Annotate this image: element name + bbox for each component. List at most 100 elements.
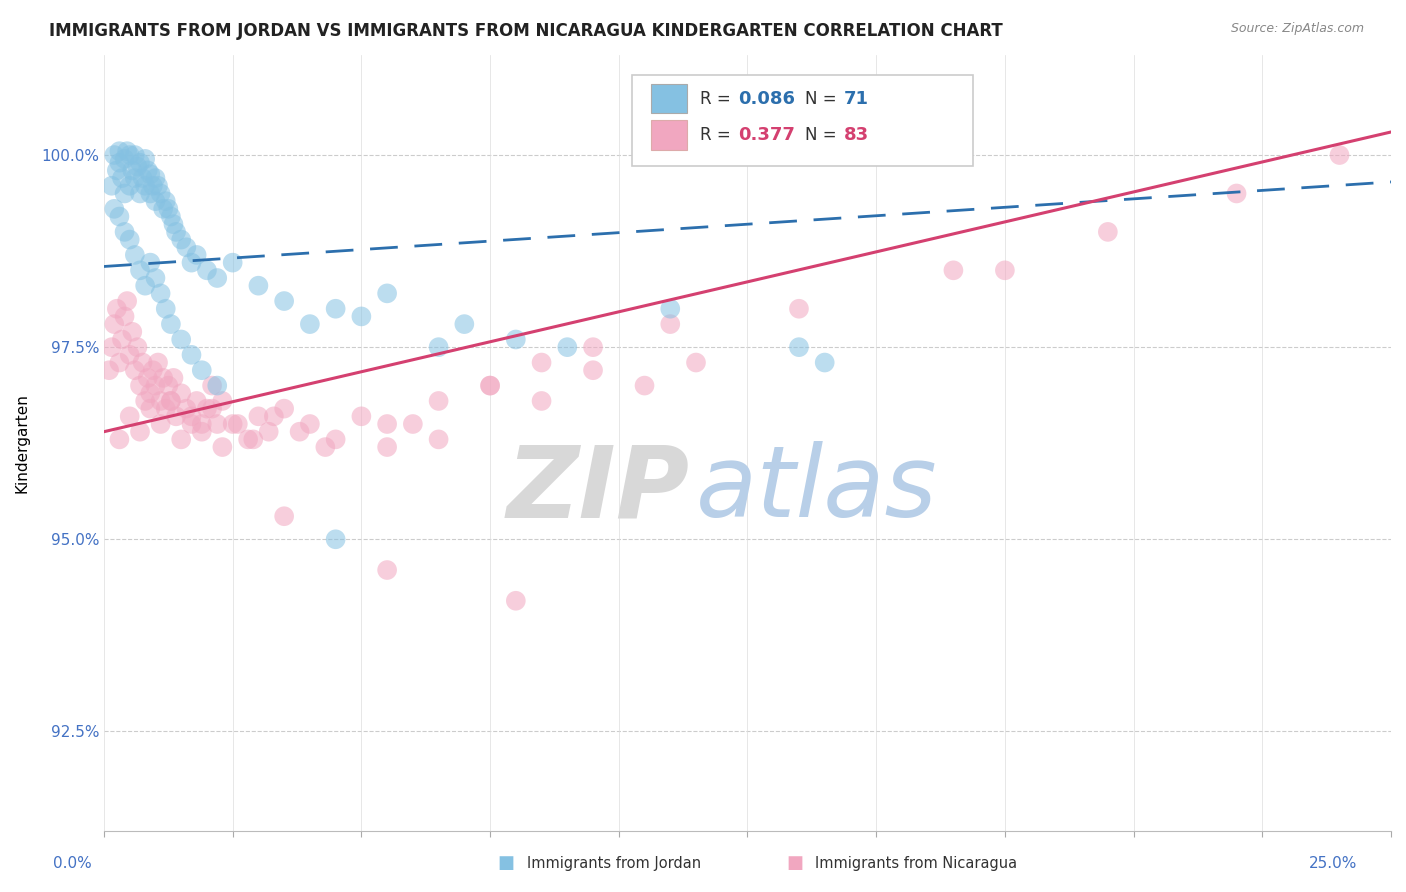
Point (659, 301, 682, 316)
Point (157, 378, 180, 392)
Point (139, 186, 162, 201)
Point (124, 171, 146, 186)
Point (98, 363, 121, 377)
Point (257, 425, 280, 439)
Point (180, 417, 202, 431)
Point (479, 378, 502, 392)
Point (263, 409, 285, 424)
Point (103, 317, 125, 331)
Point (375, 417, 398, 431)
Point (1225, 186, 1247, 201)
Point (124, 363, 146, 377)
Point (162, 217, 184, 231)
Point (146, 355, 169, 369)
Point (659, 317, 682, 331)
Point (375, 440, 398, 454)
Point (427, 433, 450, 447)
Point (124, 148, 146, 162)
Point (118, 233, 141, 247)
Point (180, 409, 202, 424)
Point (236, 433, 259, 447)
Point (685, 355, 707, 369)
Point (136, 371, 159, 385)
Point (118, 148, 141, 162)
Point (145, 171, 167, 186)
Point (142, 178, 165, 193)
Point (375, 563, 398, 577)
Point (142, 363, 165, 377)
Point (505, 333, 527, 347)
Point (134, 394, 156, 409)
Point (108, 433, 131, 447)
Point (176, 240, 198, 254)
Point (118, 409, 141, 424)
Point (195, 401, 218, 416)
Point (165, 225, 187, 239)
Point (226, 417, 249, 431)
Point (186, 248, 208, 262)
Point (191, 425, 214, 439)
Point (149, 186, 172, 201)
Y-axis label: Kindergarten: Kindergarten (15, 393, 30, 493)
Point (155, 194, 177, 209)
Point (124, 248, 146, 262)
Point (134, 178, 156, 193)
Text: R =: R = (700, 126, 735, 145)
Point (162, 371, 184, 385)
Point (139, 167, 162, 181)
Point (201, 401, 224, 416)
Point (103, 202, 125, 216)
Point (325, 533, 347, 547)
Text: Immigrants from Nicaragua: Immigrants from Nicaragua (815, 856, 1018, 871)
Point (145, 378, 167, 392)
Point (453, 317, 475, 331)
Point (100, 178, 122, 193)
Point (814, 355, 837, 369)
Point (288, 425, 311, 439)
Point (139, 386, 162, 401)
Point (129, 378, 152, 392)
Point (115, 294, 138, 309)
Point (176, 401, 198, 416)
Point (105, 301, 128, 316)
Text: ■: ■ (498, 854, 515, 871)
Point (207, 417, 229, 431)
Point (160, 394, 183, 409)
Point (787, 340, 810, 354)
Point (152, 371, 174, 385)
Point (207, 271, 229, 285)
Point (633, 378, 655, 392)
Point (273, 401, 295, 416)
Point (108, 210, 131, 224)
Point (114, 152, 136, 166)
Point (149, 417, 172, 431)
Point (1329, 148, 1351, 162)
Point (242, 433, 264, 447)
Point (139, 255, 162, 269)
Text: N =: N = (806, 126, 842, 145)
Point (505, 593, 527, 607)
Point (375, 286, 398, 301)
Point (160, 394, 183, 409)
Point (160, 317, 183, 331)
Point (129, 186, 152, 201)
Point (555, 340, 578, 354)
Text: Source: ZipAtlas.com: Source: ZipAtlas.com (1230, 22, 1364, 36)
Point (160, 210, 183, 224)
Point (994, 263, 1017, 277)
Text: IMMIGRANTS FROM JORDAN VS IMMIGRANTS FROM NICARAGUA KINDERGARTEN CORRELATION CHA: IMMIGRANTS FROM JORDAN VS IMMIGRANTS FRO… (49, 22, 1002, 40)
Point (298, 317, 321, 331)
Point (149, 286, 172, 301)
Text: ■: ■ (786, 854, 803, 871)
Point (942, 263, 965, 277)
Point (427, 340, 450, 354)
Point (100, 340, 122, 354)
Point (145, 194, 167, 209)
Point (427, 394, 450, 409)
Point (170, 233, 193, 247)
Point (180, 255, 202, 269)
Point (350, 310, 373, 324)
Point (221, 255, 243, 269)
Point (221, 417, 243, 431)
Point (111, 333, 134, 347)
